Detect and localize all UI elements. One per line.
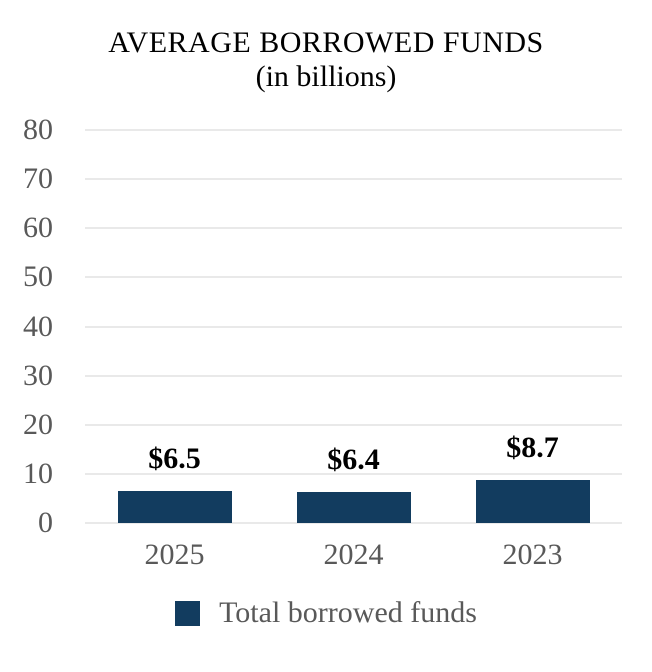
chart-subtitle: (in billions) — [255, 60, 397, 93]
bar — [296, 492, 411, 523]
y-tick-label: 50 — [23, 260, 53, 294]
gridline — [85, 129, 622, 131]
bar — [475, 480, 590, 523]
gridline — [85, 472, 622, 475]
x-axis: 2025 2024 2023 — [85, 539, 622, 571]
plot-area: $6.5 $6.4 $8.7 — [85, 129, 622, 524]
gridline — [85, 374, 622, 377]
y-tick-label: 10 — [23, 456, 53, 490]
legend: Total borrowed funds — [0, 597, 652, 629]
legend-swatch — [175, 600, 201, 626]
bar — [117, 491, 232, 523]
y-tick-label: 60 — [23, 211, 53, 245]
bar-value-label: $8.7 — [506, 431, 559, 464]
bar-value-label: $6.4 — [327, 443, 380, 476]
y-tick-label: 40 — [23, 309, 53, 343]
x-axis-label: 2023 — [502, 538, 563, 571]
x-axis-label: 2024 — [323, 538, 384, 571]
bar-value-label: $6.5 — [148, 442, 201, 475]
chart-title: AVERAGE BORROWED FUNDS — [108, 26, 544, 59]
gridline — [85, 178, 622, 181]
gridline — [85, 522, 622, 524]
gridline — [85, 276, 622, 279]
y-tick-label: 30 — [23, 358, 53, 392]
gridline — [85, 325, 622, 328]
gridline — [85, 423, 622, 426]
y-tick-label: 70 — [23, 162, 53, 196]
y-axis: 0 10 20 30 40 50 60 70 80 — [0, 115, 53, 538]
x-axis-label: 2025 — [144, 538, 205, 571]
y-tick-label: 80 — [23, 113, 53, 146]
y-tick-label: 20 — [23, 407, 53, 441]
y-tick-label: 0 — [38, 506, 53, 539]
gridline — [85, 227, 622, 230]
legend-label: Total borrowed funds — [219, 596, 477, 629]
